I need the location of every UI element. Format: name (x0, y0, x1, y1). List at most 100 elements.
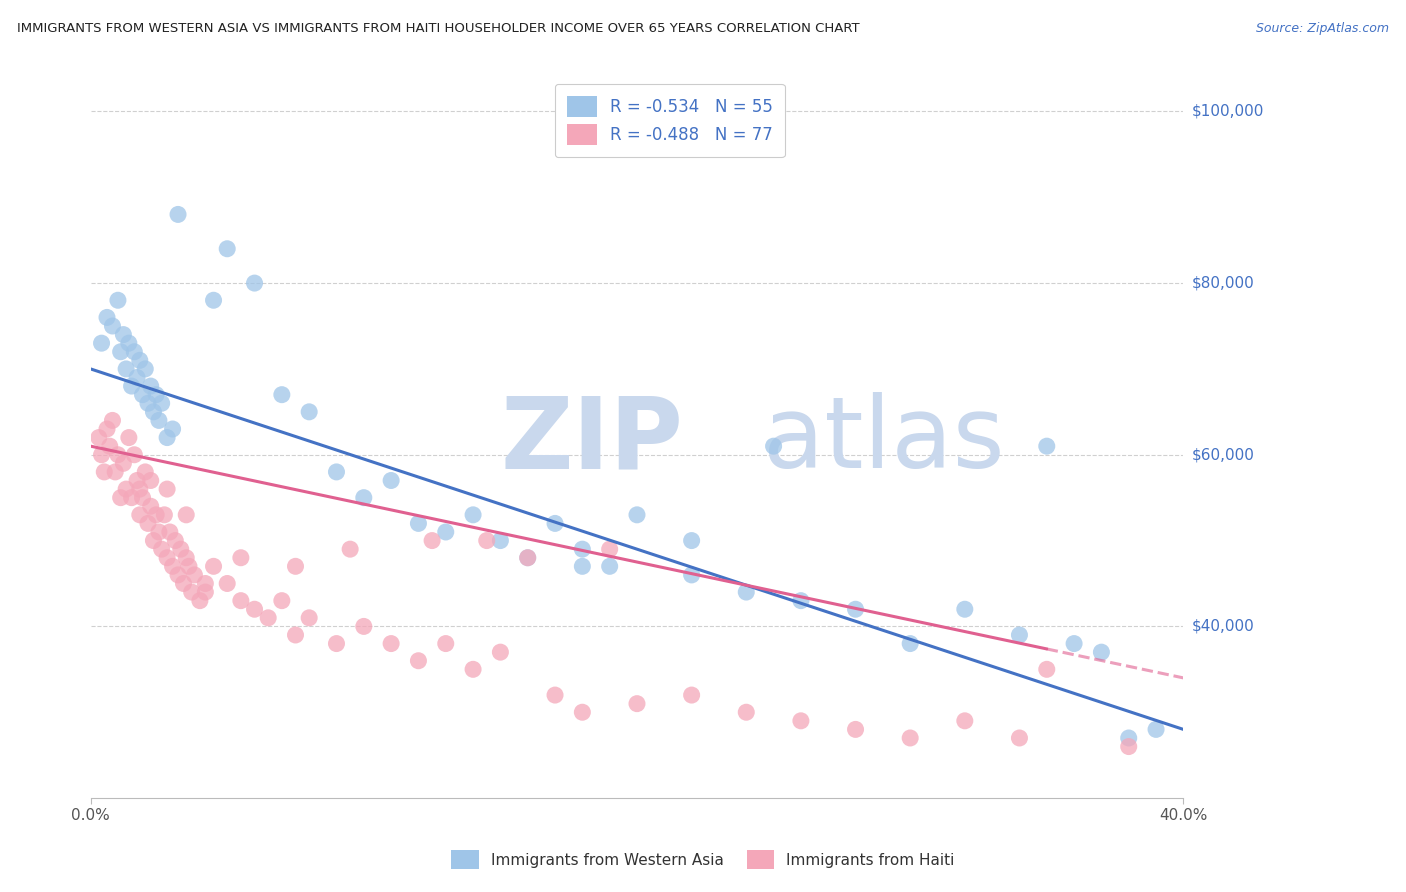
Point (1118, 739, 1140, 754)
Point (898, 636, 921, 650)
Point (1144, 723, 1167, 737)
Point (461, 662, 484, 676)
Point (90, 336, 112, 351)
Point (475, 533, 498, 548)
Point (599, 542, 621, 557)
Point (121, 491, 143, 505)
Point (96, 422, 118, 436)
Legend: R = -0.534   N = 55, R = -0.488   N = 77: R = -0.534 N = 55, R = -0.488 N = 77 (555, 84, 785, 157)
Point (420, 533, 443, 548)
Point (1118, 731, 1140, 745)
Point (298, 405, 321, 419)
Point (571, 542, 593, 557)
Point (87, 431, 110, 445)
Point (110, 491, 132, 505)
Point (229, 593, 252, 607)
Point (118, 431, 141, 445)
Point (953, 714, 976, 728)
Point (284, 559, 307, 574)
Point (339, 542, 361, 557)
Point (284, 628, 307, 642)
Point (150, 542, 173, 557)
Point (128, 482, 150, 496)
Point (115, 482, 138, 496)
Text: $80,000: $80,000 (1192, 276, 1256, 291)
Point (180, 585, 202, 599)
Point (96, 310, 118, 325)
Point (134, 465, 156, 479)
Point (298, 611, 321, 625)
Point (461, 508, 484, 522)
Point (516, 550, 538, 565)
Point (115, 362, 138, 376)
Point (139, 500, 162, 514)
Point (681, 568, 703, 582)
Point (1008, 628, 1031, 642)
Point (217, 242, 239, 256)
Point (101, 413, 124, 427)
Point (148, 524, 170, 539)
Point (101, 318, 124, 333)
Point (128, 353, 150, 368)
Point (131, 387, 153, 401)
Point (571, 559, 593, 574)
Point (165, 533, 187, 548)
Point (142, 405, 165, 419)
Point (217, 576, 239, 591)
Point (626, 697, 648, 711)
Text: Source: ZipAtlas.com: Source: ZipAtlas.com (1256, 22, 1389, 36)
Point (1036, 662, 1059, 676)
Point (516, 550, 538, 565)
Legend: Immigrants from Western Asia, Immigrants from Haiti: Immigrants from Western Asia, Immigrants… (446, 844, 960, 875)
Point (325, 636, 347, 650)
Point (145, 387, 167, 401)
Point (134, 362, 156, 376)
Point (257, 611, 280, 625)
Point (194, 576, 217, 591)
Point (434, 524, 457, 539)
Point (112, 456, 135, 470)
Point (353, 619, 375, 633)
Point (104, 465, 127, 479)
Point (150, 396, 173, 410)
Text: $60,000: $60,000 (1192, 447, 1256, 462)
Point (125, 474, 148, 488)
Point (173, 576, 195, 591)
Point (408, 654, 430, 668)
Point (243, 602, 266, 616)
Point (145, 508, 167, 522)
Point (489, 645, 512, 659)
Point (844, 602, 866, 616)
Point (156, 431, 179, 445)
Point (188, 593, 211, 607)
Point (790, 714, 813, 728)
Text: $40,000: $40,000 (1192, 619, 1256, 634)
Point (735, 705, 758, 719)
Point (93, 465, 115, 479)
Point (124, 344, 146, 359)
Point (131, 491, 153, 505)
Point (98, 439, 121, 453)
Point (162, 559, 184, 574)
Point (1063, 636, 1085, 650)
Point (489, 533, 512, 548)
Point (270, 593, 292, 607)
Point (844, 723, 866, 737)
Text: ZIP: ZIP (501, 392, 683, 489)
Point (174, 550, 197, 565)
Point (544, 688, 567, 702)
Point (735, 585, 758, 599)
Point (353, 491, 375, 505)
Point (202, 293, 225, 308)
Point (571, 705, 593, 719)
Point (1008, 731, 1031, 745)
Text: $100,000: $100,000 (1192, 104, 1264, 119)
Point (380, 474, 402, 488)
Point (681, 533, 703, 548)
Point (243, 276, 266, 290)
Point (136, 396, 159, 410)
Point (128, 508, 150, 522)
Point (953, 602, 976, 616)
Point (1036, 439, 1059, 453)
Point (167, 207, 190, 221)
